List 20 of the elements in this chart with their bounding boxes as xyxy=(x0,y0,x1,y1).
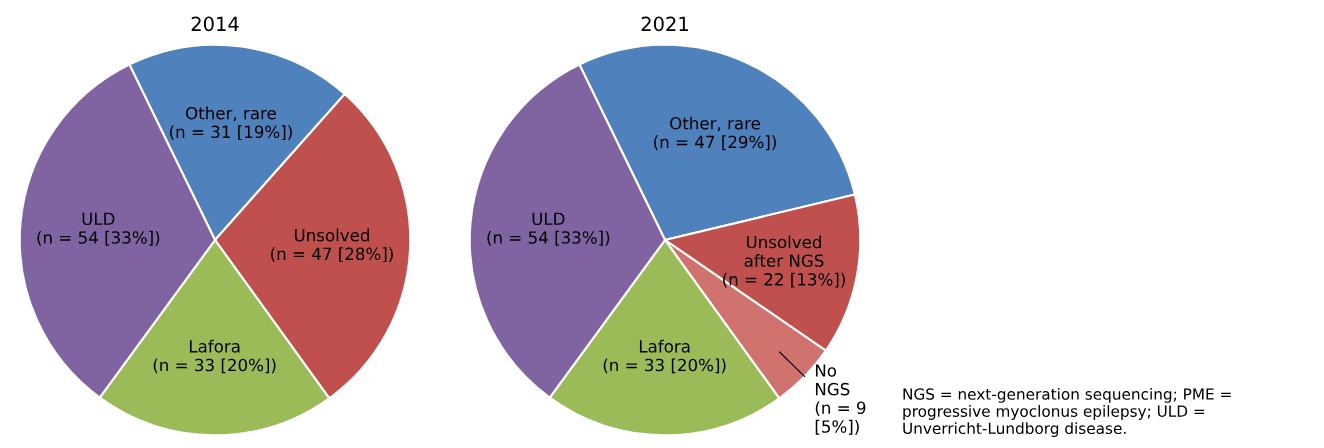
slice-label: Unsolved after NGS xyxy=(744,235,824,267)
slice-label: Lafora xyxy=(189,339,240,353)
data-label: (n = 31 [19%]) xyxy=(170,125,292,141)
slice-label: ULD xyxy=(82,212,115,226)
chart-title: 2021 xyxy=(641,16,688,32)
data-label: (n = 47 [28%]) xyxy=(271,247,393,263)
data-label: (n = 54 [33%]) xyxy=(487,230,610,246)
slice-label: Lafora xyxy=(639,339,690,353)
data-label: (n = 47 [29%]) xyxy=(654,135,776,151)
data-label: (n = 54 [33%]) xyxy=(37,230,160,246)
slice-label: ULD xyxy=(532,212,565,226)
text: NGS = next-generation sequencing; PME = progressive myoclonus epilepsy; ULD = Unverricht-Lundborg disease. xyxy=(903,388,1231,437)
slice-label: Other, rare xyxy=(670,116,760,132)
data-label: (n = 9 [5%]) xyxy=(815,401,866,435)
slice-label: No NGS xyxy=(815,364,850,396)
slice-label: Other, rare xyxy=(186,106,276,122)
chart-title: 2014 xyxy=(191,16,239,32)
slice-label: Unsolved xyxy=(294,228,369,242)
data-label: (n = 33 [20%]) xyxy=(153,358,276,374)
data-label: (n = 33 [20%]) xyxy=(603,358,726,374)
